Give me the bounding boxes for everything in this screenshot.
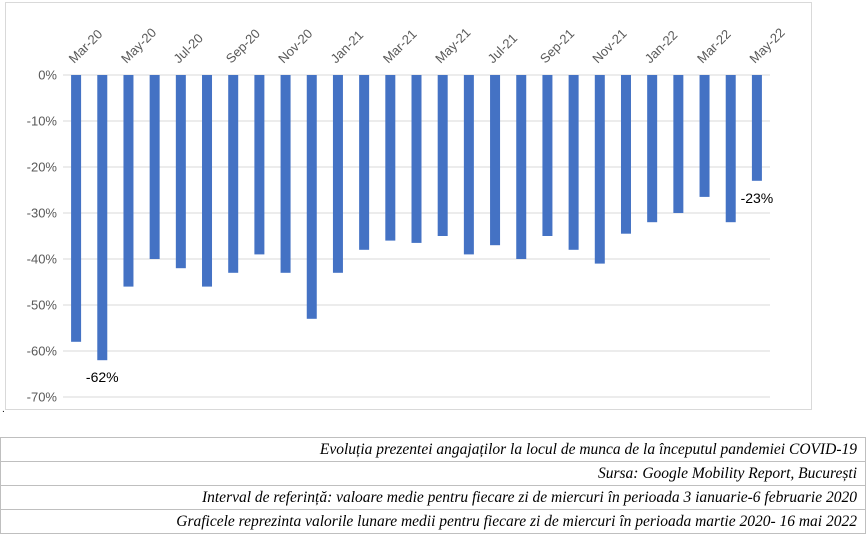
x-tick-label: Sep-20 [223,26,263,66]
x-tick-label: Jul-20 [170,30,206,66]
x-tick-label: Sep-21 [537,26,577,66]
bar [647,75,658,223]
bar [385,75,396,241]
bar [725,75,736,223]
bar [254,75,265,255]
y-tick-label: -40% [27,252,58,267]
bar [411,75,422,243]
bars [71,75,762,361]
bar [568,75,579,250]
y-tick-label: -10% [27,114,58,129]
bar [463,75,474,255]
x-tick-label: Jul-21 [485,30,521,66]
y-tick-label: -30% [27,206,58,221]
caption-reference: Interval de referință: valoare medie pen… [0,485,866,510]
bar [149,75,160,259]
caption-title: Evoluția prezentei angajaților la locul … [0,437,866,462]
bar [620,75,631,234]
bar [490,75,501,246]
bar [97,75,108,361]
bar [123,75,134,287]
x-tick-label: Mar-20 [66,26,106,66]
bar [332,75,343,273]
x-tick-label: Nov-21 [589,26,629,66]
bar [699,75,710,197]
y-tick-label: -70% [27,390,58,405]
bar [71,75,82,342]
y-tick-label: -60% [27,344,58,359]
bar [437,75,448,236]
x-tick-label: Jan-22 [642,27,681,66]
caption-table: Evoluția prezentei angajaților la locul … [0,437,866,534]
data-label: -23% [741,190,774,206]
x-tick-label: May-20 [118,25,159,66]
bar [516,75,527,259]
y-tick-label: -50% [27,298,58,313]
bar [228,75,239,273]
bar [751,75,762,181]
bar [280,75,291,273]
data-labels: -62% -23% [86,190,773,385]
bar [359,75,370,250]
x-tick-label: Nov-20 [275,26,315,66]
bar [594,75,605,264]
x-axis-ticks: Mar-20 May-20 Jul-20 Sep-20 Nov-20 Jan-21 Mar-… [66,25,788,66]
x-tick-label: Mar-21 [380,26,420,66]
x-tick-label: Jan-21 [327,27,366,66]
bar [306,75,317,319]
data-label: -62% [86,369,119,385]
y-axis-ticks: 0% -10% -20% -30% -40% -50% -60% -70% [27,68,58,405]
mobility-bar-chart: 0% -10% -20% -30% -40% -50% -60% -70% Mar-20 May… [27,25,788,405]
stray-dot: . [2,404,5,415]
caption-note: Graficele reprezinta valorile lunare med… [0,509,866,534]
bar [202,75,213,287]
caption-source: Sursa: Google Mobility Report, București [0,461,866,486]
y-tick-label: -20% [27,160,58,175]
bar [673,75,684,213]
x-tick-label: Mar-22 [694,26,734,66]
y-tick-label: 0% [38,68,57,83]
x-tick-label: May-21 [432,25,473,66]
x-tick-label: May-22 [746,25,787,66]
bar [175,75,186,269]
bar [542,75,553,236]
